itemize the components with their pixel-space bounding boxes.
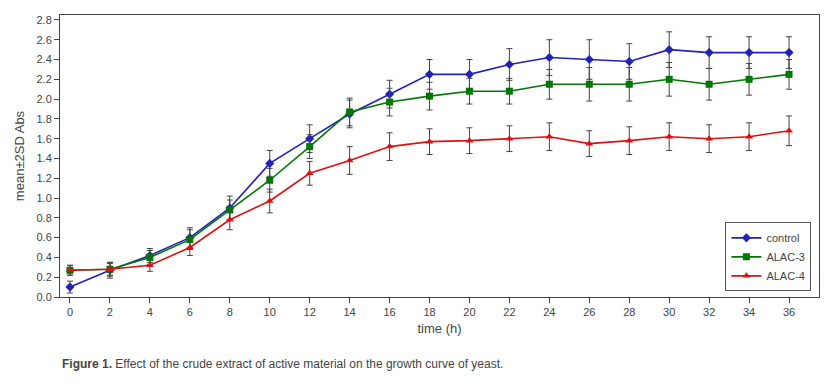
svg-text:14: 14 [343, 306, 355, 318]
svg-text:18: 18 [423, 306, 435, 318]
svg-text:mean±2SD Abs: mean±2SD Abs [12, 110, 27, 201]
svg-text:0.0: 0.0 [37, 291, 52, 303]
svg-text:2.6: 2.6 [37, 34, 52, 46]
svg-text:2.8: 2.8 [37, 14, 52, 26]
svg-text:0: 0 [67, 306, 73, 318]
svg-text:1.4: 1.4 [37, 152, 52, 164]
svg-text:24: 24 [543, 306, 555, 318]
svg-text:ALAC-3: ALAC-3 [766, 251, 805, 263]
svg-text:1.8: 1.8 [37, 113, 52, 125]
svg-text:34: 34 [743, 306, 755, 318]
svg-text:32: 32 [703, 306, 715, 318]
svg-text:16: 16 [383, 306, 395, 318]
svg-text:0.2: 0.2 [37, 271, 52, 283]
svg-text:12: 12 [304, 306, 316, 318]
svg-text:time (h): time (h) [417, 321, 461, 336]
svg-text:2.0: 2.0 [37, 93, 52, 105]
svg-text:ALAC-4: ALAC-4 [766, 270, 805, 282]
svg-text:0.6: 0.6 [37, 231, 52, 243]
svg-text:4: 4 [147, 306, 153, 318]
svg-text:22: 22 [503, 306, 515, 318]
svg-text:0.8: 0.8 [37, 212, 52, 224]
svg-text:6: 6 [187, 306, 193, 318]
svg-text:Figure 1. Effect of the crude: Figure 1. Effect of the crude extract of… [62, 357, 503, 371]
svg-text:36: 36 [783, 306, 795, 318]
svg-text:30: 30 [663, 306, 675, 318]
svg-text:28: 28 [623, 306, 635, 318]
svg-text:2.4: 2.4 [37, 53, 52, 65]
svg-text:2.2: 2.2 [37, 73, 52, 85]
svg-text:26: 26 [583, 306, 595, 318]
svg-text:8: 8 [227, 306, 233, 318]
svg-text:10: 10 [264, 306, 276, 318]
svg-text:0.4: 0.4 [37, 251, 52, 263]
svg-text:control: control [766, 232, 799, 244]
svg-text:1.0: 1.0 [37, 192, 52, 204]
svg-text:2: 2 [107, 306, 113, 318]
svg-text:1.2: 1.2 [37, 172, 52, 184]
svg-text:20: 20 [463, 306, 475, 318]
svg-text:1.6: 1.6 [37, 133, 52, 145]
